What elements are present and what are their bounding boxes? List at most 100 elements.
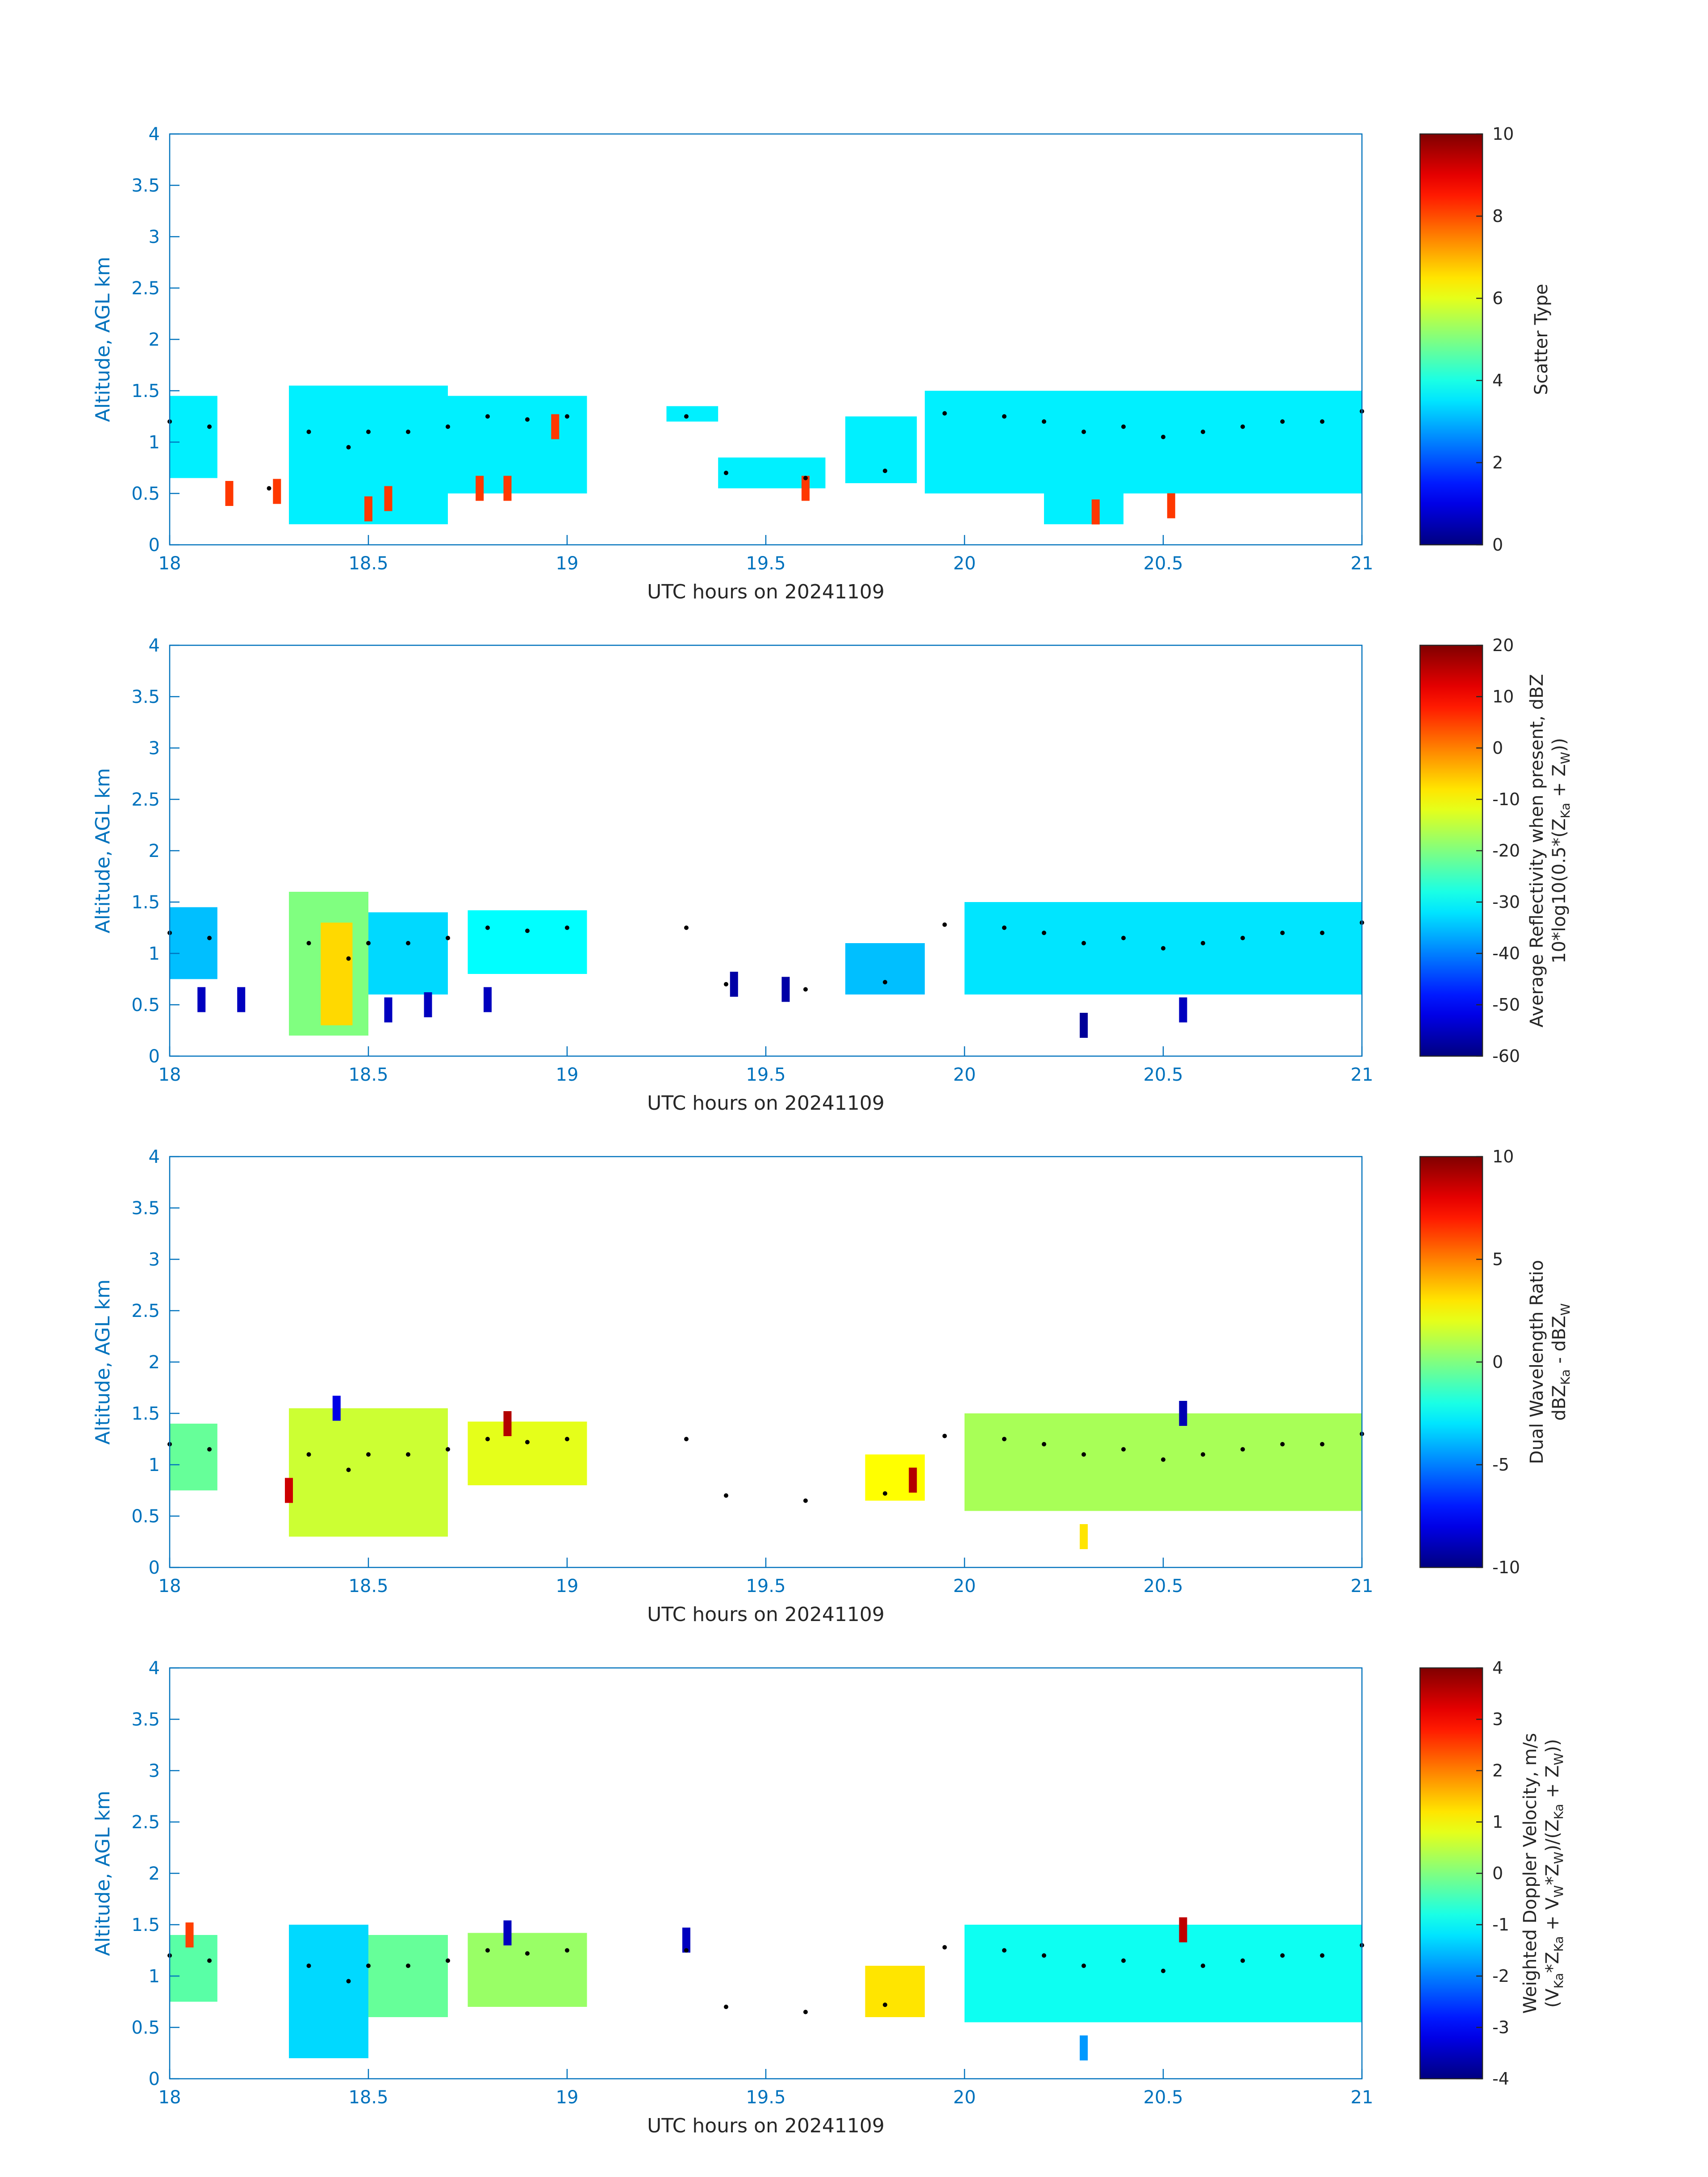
data-cell xyxy=(909,1467,917,1493)
data-cell xyxy=(1091,499,1100,525)
cloud-top-marker xyxy=(1161,1968,1165,1973)
cloud-top-marker xyxy=(1320,931,1324,935)
colorbar: -4 -3 -2 -1 0 1 2 3 4 Weighted Doppler Velocity, … xyxy=(1419,1658,1566,2089)
x-tick-label: 20 xyxy=(953,1576,976,1596)
cloud-top-marker xyxy=(1082,1964,1086,1968)
x-tick-label: 20.5 xyxy=(1143,1576,1183,1596)
y-axis-label: Altitude, AGL km xyxy=(92,768,114,933)
cloud-top-marker xyxy=(724,2005,728,2009)
colorbar-tick-label: 0 xyxy=(1492,535,1503,555)
data-cell xyxy=(1179,1917,1187,1943)
cloud-top-marker xyxy=(346,445,351,450)
colorbar-label: Average Reflectivity when present, dBZ xyxy=(1527,674,1547,1027)
x-tick-label: 18.5 xyxy=(348,1576,388,1596)
cloud-top-marker xyxy=(1280,1953,1285,1958)
y-tick-label: 1 xyxy=(149,1966,160,1987)
cloud-top-marker xyxy=(1201,941,1205,945)
data-cell xyxy=(503,1920,512,1946)
colorbar-tick-label: -1 xyxy=(1492,1915,1509,1935)
cloud-top-marker xyxy=(1002,414,1006,419)
y-tick-label: 2.5 xyxy=(131,278,160,299)
data-cell-block xyxy=(289,1408,448,1537)
x-tick-label: 20 xyxy=(953,2087,976,2108)
colorbar-tick-label: 8 xyxy=(1492,206,1503,226)
data-cell-block xyxy=(468,910,587,974)
cloud-top-marker xyxy=(1161,946,1165,951)
data-cell xyxy=(364,496,372,522)
y-tick-label: 2 xyxy=(149,1864,160,1884)
data-cell-block xyxy=(170,907,217,979)
cloud-top-markers xyxy=(167,920,1364,992)
data-cell xyxy=(384,997,393,1023)
cloud-top-marker xyxy=(366,1452,371,1457)
y-axis-label: Altitude, AGL km xyxy=(92,257,114,422)
y-tick-label: 2.5 xyxy=(131,1301,160,1321)
cloud-top-marker xyxy=(803,987,808,992)
cloud-top-marker xyxy=(1320,419,1324,424)
cloud-top-marker xyxy=(684,1948,689,1953)
colorbar-tick-label: 2 xyxy=(1492,1761,1503,1780)
data-regions xyxy=(170,892,1362,1038)
cloud-top-marker xyxy=(366,430,371,434)
y-tick-label: 0 xyxy=(149,2069,160,2089)
data-cell xyxy=(424,992,432,1017)
data-cell xyxy=(384,486,393,511)
cloud-top-marker xyxy=(1240,1958,1245,1963)
cloud-top-marker xyxy=(1161,435,1165,439)
cloud-top-marker xyxy=(1002,1437,1006,1442)
cloud-top-marker xyxy=(485,414,490,419)
x-tick-label: 21 xyxy=(1351,1576,1374,1596)
cloud-top-marker xyxy=(565,1948,569,1953)
cloud-top-marker xyxy=(446,424,450,429)
y-axis-label: Altitude, AGL km xyxy=(92,1791,114,1956)
data-cell-block xyxy=(1044,452,1123,524)
cloud-top-marker xyxy=(1121,936,1126,940)
cloud-top-marker xyxy=(207,1958,212,1963)
y-tick-label: 0.5 xyxy=(131,995,160,1015)
cloud-top-marker xyxy=(724,1493,728,1498)
colorbar-tick-label: 4 xyxy=(1492,1658,1503,1678)
y-tick-label: 3 xyxy=(149,738,160,759)
colorbar-label: (VKa*ZKa + VW*ZW)/(ZKa + ZW)) xyxy=(1542,1739,1566,2008)
y-tick-label: 1 xyxy=(149,1455,160,1475)
x-tick-label: 20 xyxy=(953,553,976,574)
cloud-top-marker xyxy=(1280,1442,1285,1446)
cloud-top-marker xyxy=(942,1945,947,1950)
cloud-top-markers xyxy=(167,1943,1364,2014)
cloud-top-marker xyxy=(346,956,351,961)
colorbar-tick-label: 4 xyxy=(1492,371,1503,390)
cloud-top-marker xyxy=(883,980,887,985)
cloud-top-markers xyxy=(167,409,1364,491)
cloud-top-marker xyxy=(1201,430,1205,434)
colorbar-tick-label: -20 xyxy=(1492,841,1520,861)
cloud-top-marker xyxy=(207,936,212,940)
cloud-top-marker xyxy=(1121,1958,1126,1963)
y-tick-label: 3 xyxy=(149,1249,160,1270)
cloud-top-marker xyxy=(1201,1452,1205,1457)
cloud-top-marker xyxy=(485,1437,490,1442)
cloud-top-markers xyxy=(167,1432,1364,1503)
cloud-top-marker xyxy=(942,411,947,416)
cloud-top-marker xyxy=(942,922,947,927)
cloud-top-marker xyxy=(1161,1457,1165,1462)
colorbar-label: dBZKa - dBZW xyxy=(1549,1303,1573,1421)
data-cell-block xyxy=(865,1966,925,2017)
panel-scatter-type: 18 18.5 19 19.5 20 20.5 2100.511.522.533.54UTC… xyxy=(92,124,1552,603)
x-tick-label: 20.5 xyxy=(1143,1065,1183,1085)
colorbar: -10 -5 0 5 10 Dual Wavelength Ratio dBZKa - dB… xyxy=(1419,1147,1573,1577)
cloud-top-marker xyxy=(565,925,569,930)
panel-dual-wavelength-ratio: 18 18.5 19 19.5 20 20.5 21 0 0.5 1 1.5 2 2.5 3 3.5 4 UTC… xyxy=(92,1147,1573,1626)
cloud-top-marker xyxy=(684,925,689,930)
y-tick-label: 2 xyxy=(149,841,160,861)
x-tick-label: 18 xyxy=(159,553,181,574)
colorbar: -60 -50 -40 -30 -20 -10 0 10 20 Average Reflectiv… xyxy=(1419,635,1573,1066)
data-cell xyxy=(1179,1401,1187,1426)
data-cell xyxy=(1179,997,1187,1023)
cloud-top-marker xyxy=(1082,1452,1086,1457)
colorbar-label: Dual Wavelength Ratio xyxy=(1527,1260,1547,1464)
colorbar-label: Weighted Doppler Velocity, m/s xyxy=(1520,1733,1541,2014)
colorbar-tick-label: 1 xyxy=(1492,1812,1503,1832)
y-tick-label: 0.5 xyxy=(131,2018,160,2038)
data-cell-block xyxy=(468,1421,587,1485)
